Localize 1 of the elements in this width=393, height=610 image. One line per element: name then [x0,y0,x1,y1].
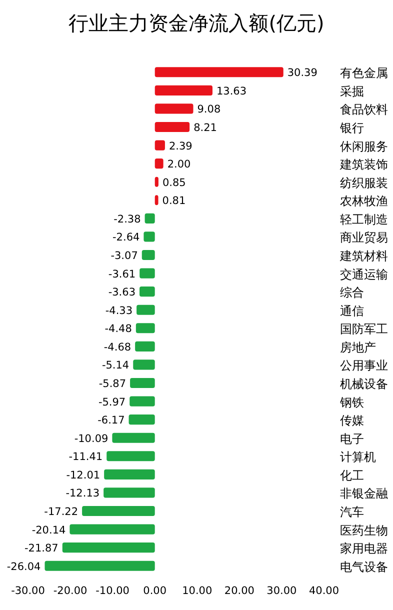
title: 行业主力资金净流入额(亿元) [68,11,324,35]
